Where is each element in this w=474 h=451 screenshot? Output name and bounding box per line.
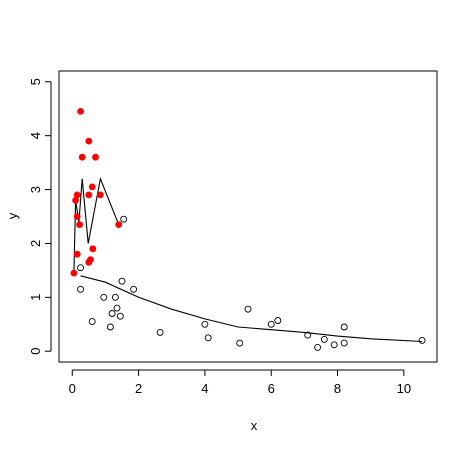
open-point-5 xyxy=(106,323,114,331)
red-point-4 xyxy=(73,250,81,258)
open-point-26 xyxy=(418,336,426,344)
open-point-6 xyxy=(108,310,116,317)
open-point-24 xyxy=(340,323,348,331)
red-point-17 xyxy=(115,221,123,228)
x-axis: 0 2 4 6 8 10 xyxy=(69,369,411,396)
red-point-13 xyxy=(88,183,96,191)
red-point-14 xyxy=(89,245,97,253)
x-tick-label-2: 2 xyxy=(135,381,142,396)
open-point-25 xyxy=(340,339,348,347)
open-point-11 xyxy=(120,215,128,223)
y-tick-label-4: 4 xyxy=(28,132,43,139)
open-point-19 xyxy=(274,317,282,324)
open-point-14 xyxy=(201,320,209,328)
x-tick-label-0: 0 xyxy=(69,381,76,396)
open-point-18 xyxy=(267,320,275,328)
open-point-9 xyxy=(116,312,124,320)
open-point-13 xyxy=(156,328,164,336)
series-line-2 xyxy=(80,275,423,343)
red-point-5 xyxy=(73,213,81,220)
open-point-7 xyxy=(111,293,119,301)
open-point-21 xyxy=(314,343,322,351)
open-point-23 xyxy=(330,341,338,349)
y-tick-label-1: 1 xyxy=(28,294,43,301)
open-point-15 xyxy=(204,334,212,342)
red-point-7 xyxy=(77,108,84,115)
red-point-9 xyxy=(85,137,93,145)
open-point-20 xyxy=(304,331,312,339)
y-tick-label-0: 0 xyxy=(28,348,43,355)
y-axis: 0 1 2 3 4 5 xyxy=(28,78,52,355)
open-point-2 xyxy=(77,285,85,293)
y-tick-label-5: 5 xyxy=(28,78,43,85)
red-point-8 xyxy=(78,153,86,161)
x-tick-label-4: 4 xyxy=(201,381,208,396)
open-point-4 xyxy=(100,293,108,301)
red-point-16 xyxy=(97,191,104,199)
red-point-1 xyxy=(70,269,78,277)
x-tick-label-10: 10 xyxy=(397,381,411,396)
red-point-6 xyxy=(76,221,83,228)
open-point-16 xyxy=(236,339,244,347)
open-point-12 xyxy=(130,285,138,293)
x-axis-title: x xyxy=(251,418,258,433)
open-point-17 xyxy=(244,305,252,313)
open-point-22 xyxy=(320,335,328,343)
x-tick-label-6: 6 xyxy=(268,381,275,396)
open-point-1 xyxy=(77,264,85,272)
plot-area xyxy=(58,70,438,363)
red-point-3 xyxy=(73,191,81,199)
red-point-12 xyxy=(87,256,94,263)
y-axis-title: y xyxy=(5,212,20,219)
open-point-10 xyxy=(118,277,126,285)
open-point-3 xyxy=(88,318,96,326)
y-tick-label-3: 3 xyxy=(28,186,43,193)
red-point-15 xyxy=(92,153,99,161)
plot-frame xyxy=(58,70,438,363)
red-point-10 xyxy=(85,191,93,199)
open-point-8 xyxy=(113,304,121,312)
y-tick-label-2: 2 xyxy=(28,240,43,247)
x-tick-label-8: 8 xyxy=(334,381,341,396)
